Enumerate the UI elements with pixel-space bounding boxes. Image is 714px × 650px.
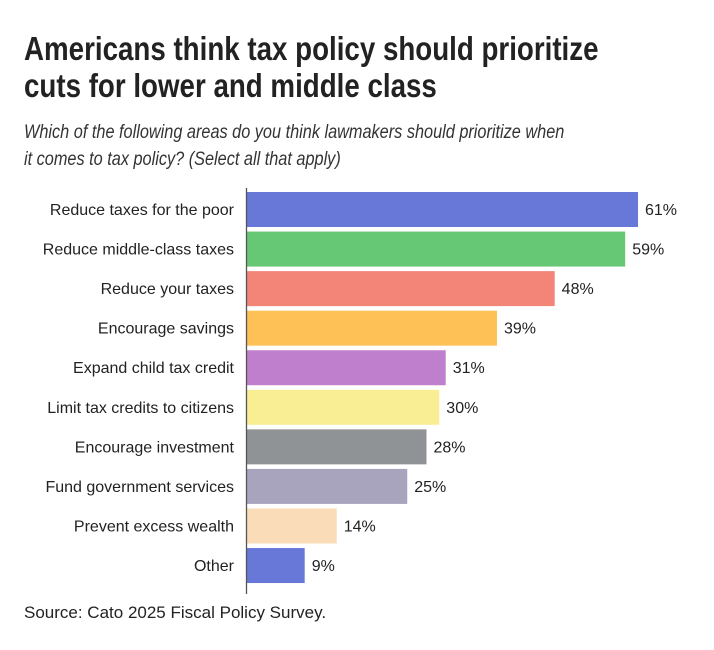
bar-3 [247,271,555,307]
category-label-1: Reduce taxes for the poor [50,202,235,219]
value-label-5: 31% [453,360,485,377]
category-label-10: Other [194,558,235,575]
value-label-6: 30% [446,400,478,417]
category-label-3: Reduce your taxes [101,281,234,298]
category-label-7: Encourage investment [75,439,235,456]
category-label-2: Reduce middle-class taxes [43,242,234,259]
value-label-8: 25% [414,479,446,496]
category-label-4: Encourage savings [98,321,234,338]
value-label-3: 48% [562,281,594,298]
bar-6 [247,389,440,425]
value-label-7: 28% [433,439,465,456]
value-label-9: 14% [344,518,376,535]
value-label-10: 9% [312,558,335,575]
bar-9 [247,508,337,544]
source-note: Source: Cato 2025 Fiscal Policy Survey. [24,603,327,622]
category-label-8: Fund government services [45,479,234,496]
bar-10 [247,548,305,584]
value-label-2: 59% [632,242,664,259]
bar-7 [247,429,427,465]
bars-group [247,192,639,584]
chart-title: Americans think tax policy should priori… [24,30,696,104]
bar-5 [247,350,446,386]
category-label-9: Prevent excess wealth [74,518,234,535]
category-label-5: Expand child tax credit [73,360,235,377]
value-label-1: 61% [645,202,677,219]
bar-2 [247,231,626,267]
chart-subtitle-line-1: Which of the following areas do you thin… [24,121,565,143]
value-label-4: 39% [504,321,536,338]
value-labels-group: 61% 59% 48% 39% 31% 30% 28% 25% 14% 9% [312,202,677,575]
bar-8 [247,468,408,504]
category-labels-group: Reduce taxes for the poor Reduce middle-c… [43,202,235,575]
chart-subtitle-line-2: it comes to tax policy? (Select all that… [24,148,341,170]
bar-1 [247,192,639,227]
category-label-6: Limit tax credits to citizens [47,400,234,417]
chart-subtitle: Which of the following areas do you thin… [24,119,692,173]
chart-title-line-1: Americans think tax policy should priori… [24,30,599,67]
bar-4 [247,310,497,346]
chart-title-line-2: cuts for lower and middle class [24,67,437,104]
